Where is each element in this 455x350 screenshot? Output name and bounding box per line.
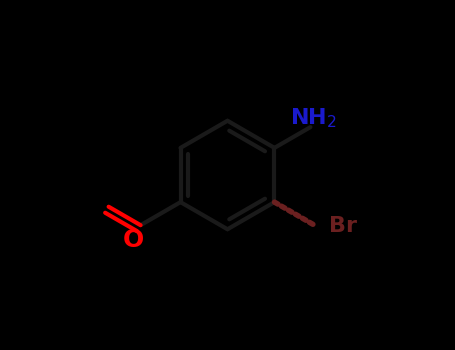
Text: NH$_2$: NH$_2$ xyxy=(290,106,338,130)
Text: Br: Br xyxy=(329,216,357,236)
Text: O: O xyxy=(123,228,144,252)
